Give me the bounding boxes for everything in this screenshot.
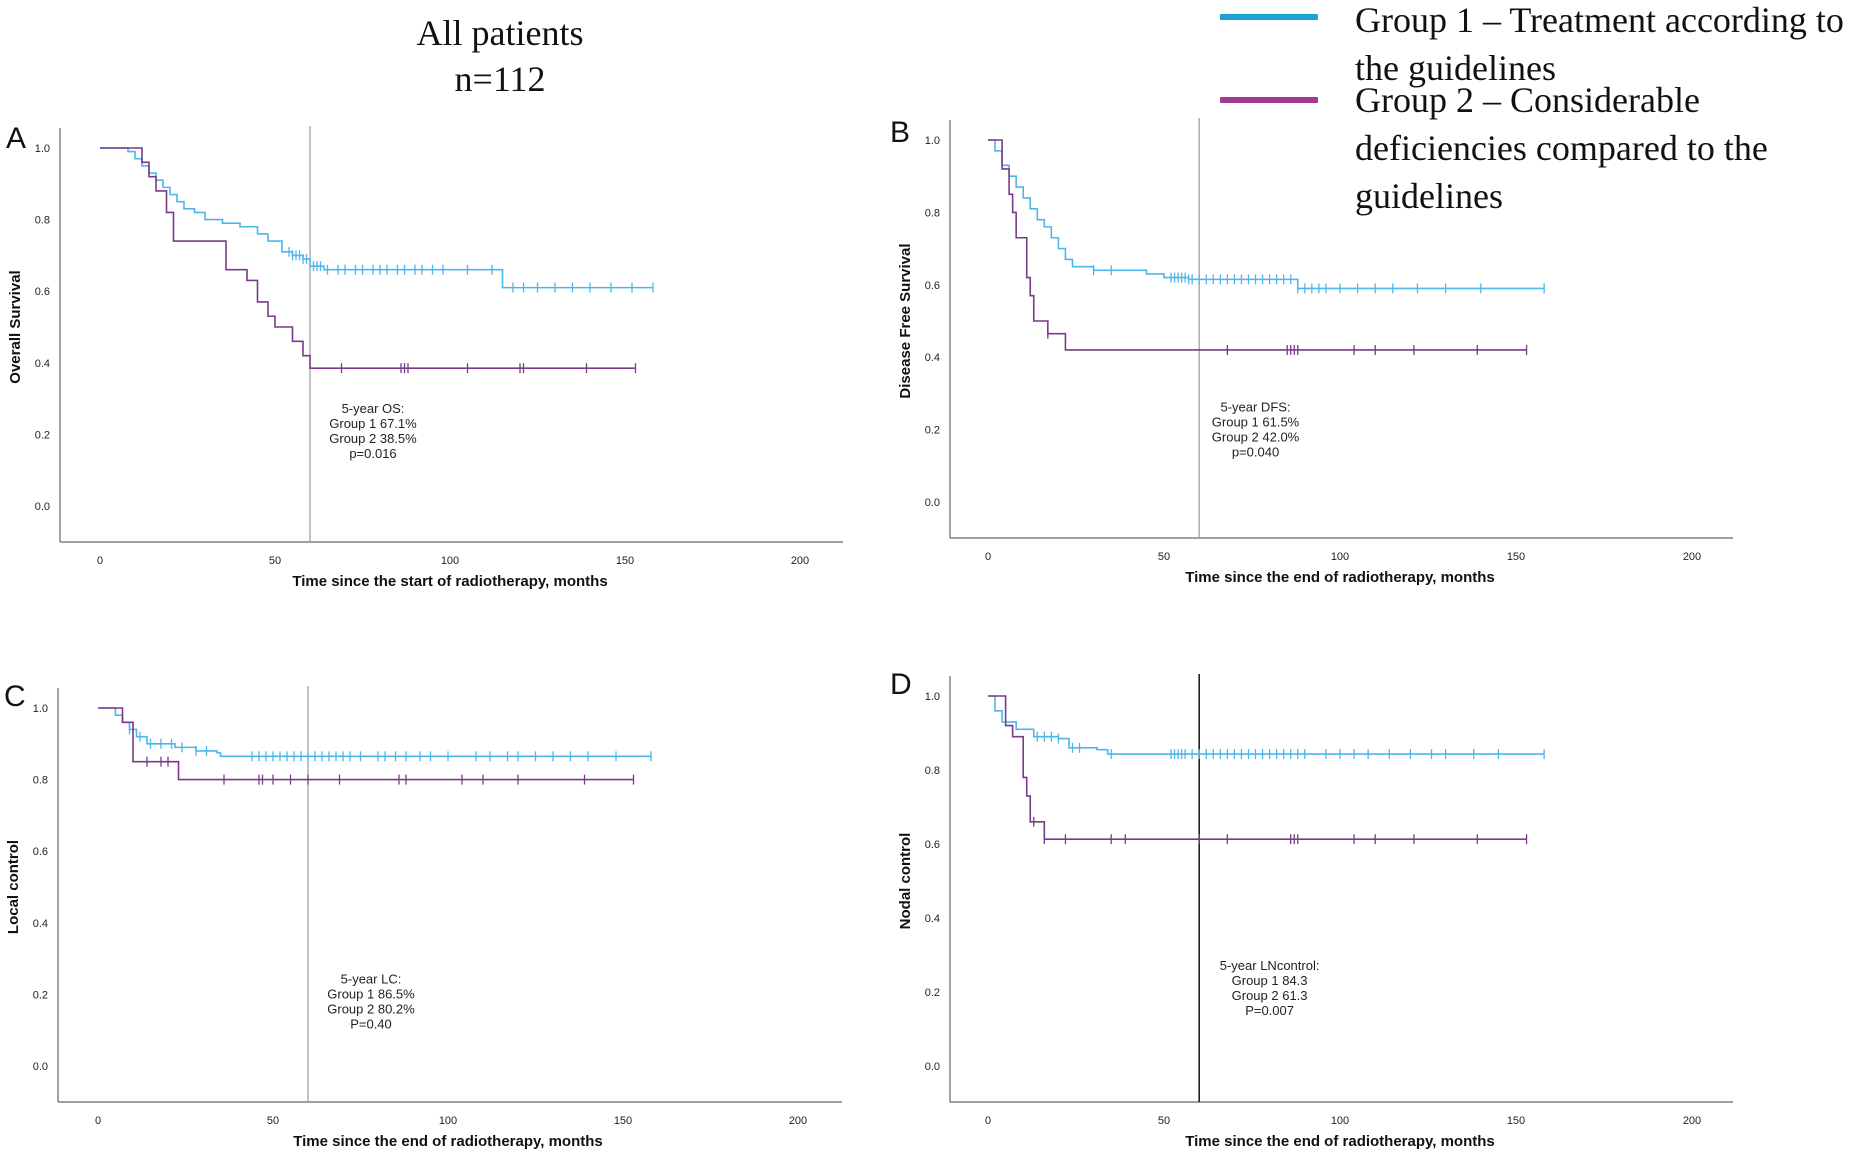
panel-letter-a: A [6,122,27,155]
annotation-line: P=0.40 [350,1017,392,1032]
km-curve-group1 [98,707,651,758]
y-tick-label: 0.8 [33,775,48,787]
annotation-line: Group 2 61.3 [1232,988,1308,1003]
annotation-line: p=0.040 [1232,445,1279,460]
panel-a: 0.0 0.2 0.4 0.6 0.8 1.0 0 50 100 150 200 Time since… [7,126,843,590]
x-axis-label: Time since the end of radiotherapy, mont… [293,1133,603,1150]
y-tick-label: 0.4 [33,918,48,930]
panel-d: 0.0 0.2 0.4 0.6 0.8 1.0 0 50 100 150 200 Time since… [897,674,1733,1150]
x-tick-label: 0 [95,1115,101,1127]
annotation-line: Group 1 67.1% [329,416,417,431]
km-curve-group2 [100,147,636,369]
y-axis-label: Local control [5,840,22,934]
annotation-line: 5-year LC: [341,972,402,987]
legend-label-group2: Group 2 – Considerable deficiencies comp… [1355,80,1768,216]
figure-title-line2: n=112 [454,59,546,99]
annotation-line: Group 2 80.2% [327,1002,415,1017]
x-tick-label: 200 [791,555,809,567]
y-tick-label: 1.0 [925,691,940,703]
annotation-line: P=0.007 [1245,1003,1294,1018]
x-tick-label: 0 [985,551,991,563]
y-tick-label: 0.8 [925,207,940,219]
y-tick-label: 0.8 [925,765,940,777]
y-tick-label: 0.2 [925,987,940,999]
panel-letter-c: C [4,680,26,713]
figure-title: All patients n=112 [340,10,660,102]
y-tick-label: 0.0 [35,501,50,513]
x-tick-label: 150 [616,555,634,567]
x-tick-label: 100 [1331,551,1349,563]
y-tick-label: 0.8 [35,215,50,227]
annotation-line: 5-year OS: [342,401,405,416]
y-tick-label: 0.6 [925,839,940,851]
y-tick-label: 0.2 [35,429,50,441]
y-tick-label: 0.6 [35,286,50,298]
x-tick-label: 200 [1683,1115,1701,1127]
annotation-line: 5-year LNcontrol: [1220,958,1320,973]
y-tick-label: 0.6 [33,846,48,858]
annotation-line: Group 1 61.5% [1212,415,1300,430]
y-tick-label: 0.2 [33,989,48,1001]
legend: Group 1 – Treatment according to the gui… [1220,0,1859,240]
x-tick-label: 200 [1683,551,1701,563]
legend-swatch-group1 [1220,14,1318,20]
y-axis-label: Disease Free Survival [897,243,914,398]
x-tick-label: 0 [97,555,103,567]
x-tick-label: 50 [267,1115,279,1127]
x-tick-label: 150 [614,1115,632,1127]
km-curve-group2 [98,707,634,781]
annotation-line: Group 2 38.5% [329,431,417,446]
km-curve-group1 [988,695,1545,755]
x-axis-label: Time since the end of radiotherapy, mont… [1185,1133,1495,1150]
km-curve-group1 [988,139,1545,290]
x-tick-label: 50 [1158,1115,1170,1127]
km-curve-group1 [100,147,653,289]
annotation-line: p=0.016 [349,446,396,461]
panel-b: 0.0 0.2 0.4 0.6 0.8 1.0 0 50 100 150 200 Time since… [897,118,1733,586]
y-tick-label: 0.4 [925,352,940,364]
y-tick-label: 0.0 [925,497,940,509]
legend-label-group1: Group 1 – Treatment according to the gui… [1355,0,1844,88]
y-axis-label: Nodal control [897,833,914,930]
y-tick-label: 0.0 [925,1061,940,1073]
x-tick-label: 100 [1331,1115,1349,1127]
y-tick-label: 1.0 [925,135,940,147]
x-tick-label: 100 [441,555,459,567]
panel-c: 0.0 0.2 0.4 0.6 0.8 1.0 0 50 100 150 200 Time since… [5,686,842,1150]
y-tick-label: 0.6 [925,280,940,292]
x-tick-label: 150 [1507,1115,1525,1127]
annotation-line: Group 2 42.0% [1212,430,1300,445]
x-tick-label: 50 [269,555,281,567]
x-tick-label: 100 [439,1115,457,1127]
y-tick-label: 1.0 [35,143,50,155]
x-tick-label: 0 [985,1115,991,1127]
y-axis-label: Overall Survival [7,270,24,383]
y-tick-label: 1.0 [33,703,48,715]
km-curve-group2 [988,695,1527,840]
annotation-line: Group 1 86.5% [327,987,415,1002]
y-tick-label: 0.0 [33,1061,48,1073]
legend-swatch-group2 [1220,97,1318,103]
panel-letter-d: D [890,668,912,701]
x-axis-label: Time since the start of radiotherapy, mo… [292,573,607,590]
x-tick-label: 150 [1507,551,1525,563]
y-tick-label: 0.4 [925,913,940,925]
x-tick-label: 50 [1158,551,1170,563]
annotation-line: Group 1 84.3 [1232,973,1308,988]
y-tick-label: 0.4 [35,358,50,370]
y-tick-label: 0.2 [925,425,940,437]
panel-letter-b: B [890,116,911,149]
x-axis-label: Time since the end of radiotherapy, mont… [1185,569,1495,586]
km-curve-group2 [988,139,1527,351]
annotation-line: 5-year DFS: [1220,400,1290,415]
figure-title-line1: All patients [416,13,584,53]
x-tick-label: 200 [789,1115,807,1127]
